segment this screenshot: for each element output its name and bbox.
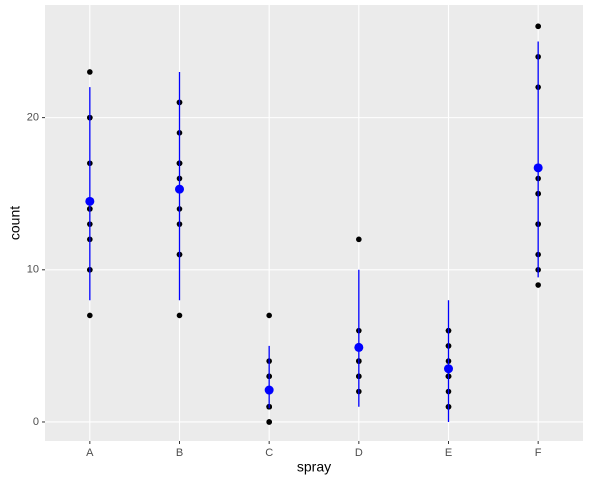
point (535, 282, 541, 288)
mean-point (354, 342, 364, 352)
point (356, 236, 362, 243)
point (87, 312, 93, 319)
mean-point (533, 163, 543, 173)
x-tick-label: D (355, 447, 363, 459)
mean-point (175, 184, 184, 194)
mean-point (264, 385, 274, 395)
x-tick-label: C (265, 447, 273, 459)
point (535, 23, 541, 30)
mean-point (444, 364, 453, 374)
x-tick-label: B (176, 447, 183, 459)
x-axis-title: spray (297, 459, 331, 475)
panel (45, 5, 583, 441)
point (87, 69, 93, 75)
y-tick-label: 20 (27, 112, 39, 124)
y-axis-title: count (7, 206, 23, 240)
mean-point (85, 196, 95, 206)
point (266, 419, 272, 425)
x-tick-label: E (445, 447, 452, 459)
x-tick-label: F (535, 447, 542, 459)
y-tick-label: 10 (27, 264, 39, 276)
x-tick-label: A (86, 447, 94, 459)
y-tick-label: 0 (33, 416, 39, 428)
point (176, 312, 183, 319)
point (266, 312, 272, 319)
